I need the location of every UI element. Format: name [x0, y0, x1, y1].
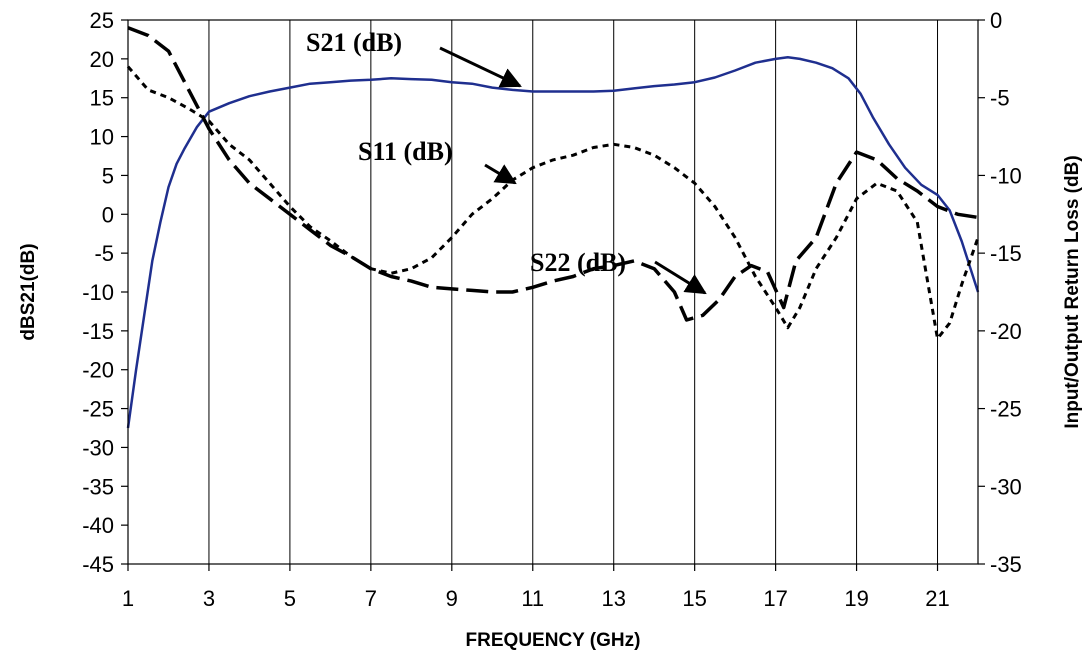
- axis-ticks: [121, 19, 985, 571]
- y-left-tick-label: 10: [90, 125, 114, 150]
- y-right-tick-label: -15: [990, 241, 1022, 266]
- y-left-tick-label: -5: [94, 241, 114, 266]
- y-left-tick-label: -20: [82, 358, 114, 383]
- x-tick-label: 9: [446, 586, 458, 611]
- y-left-tick-label: 5: [102, 163, 114, 188]
- x-tick-label: 5: [284, 586, 296, 611]
- y-right-tick-label: -35: [990, 552, 1022, 577]
- series-line-s21: [126, 56, 980, 429]
- x-tick-label: 13: [601, 586, 625, 611]
- y-left-tick-label: -15: [82, 319, 114, 344]
- grid-lines: [208, 20, 939, 564]
- annotation-arrow-s11: [484, 163, 517, 185]
- x-tick-label: 17: [763, 586, 787, 611]
- y-right-tick-label: 0: [990, 8, 1002, 33]
- y-right-tick-label: -20: [990, 319, 1022, 344]
- annotation-label-s22: S22 (dB): [530, 248, 626, 277]
- x-tick-label: 7: [365, 586, 377, 611]
- y-right-axis-title: Input/Output Return Loss (dB): [1062, 155, 1083, 428]
- y-left-axis-title: dBS21(dB): [18, 243, 39, 340]
- y-right-tick-label: -30: [990, 474, 1022, 499]
- series-line-s22: [127, 26, 979, 322]
- annotation-label-s21: S21 (dB): [306, 28, 402, 57]
- y-right-tick-label: -25: [990, 397, 1022, 422]
- annotation-arrow-s22: [654, 260, 707, 295]
- x-axis-title: FREQUENCY (GHz): [466, 630, 641, 651]
- x-tick-label: 21: [925, 586, 949, 611]
- x-tick-label: 3: [203, 586, 215, 611]
- x-tick-label: 15: [682, 586, 706, 611]
- annotation-arrow-s21: [439, 46, 522, 88]
- annotation-label-s11: S11 (dB): [358, 137, 453, 166]
- plot-frame: [127, 19, 979, 565]
- series-line-s11: [126, 65, 980, 341]
- y-left-tick-label: -25: [82, 397, 114, 422]
- x-tick-label: 11: [521, 586, 544, 611]
- y-left-tick-label: -35: [82, 474, 114, 499]
- x-tick-label: 19: [844, 586, 868, 611]
- x-tick-label: 1: [122, 586, 134, 611]
- x-tick-labels: 1 3 5 7 9 11 13 15 17 19 21: [122, 586, 950, 611]
- y-left-tick-label: 15: [90, 86, 114, 111]
- y-left-tick-label: -45: [82, 552, 114, 577]
- series-lines: [126, 26, 980, 429]
- y-left-tick-label: -30: [82, 435, 114, 460]
- y-right-tick-label: -10: [990, 163, 1022, 188]
- y-right-tick-labels: 0 -5 -10 -15 -20 -25 -30 -35: [990, 8, 1022, 577]
- y-left-tick-label: -40: [82, 513, 114, 538]
- y-left-tick-label: 0: [102, 202, 114, 227]
- annotations: S21 (dB) S11 (dB) S22 (dB): [306, 28, 707, 295]
- y-left-tick-label: 20: [90, 47, 114, 72]
- y-left-tick-label: -10: [82, 280, 114, 305]
- y-right-tick-label: -5: [990, 86, 1010, 111]
- y-left-tick-label: 25: [90, 8, 114, 33]
- y-left-tick-labels: 25 20 15 10 5 0 -5 -10 -15 -20 -25 -30 -35 -40 -45: [82, 8, 114, 577]
